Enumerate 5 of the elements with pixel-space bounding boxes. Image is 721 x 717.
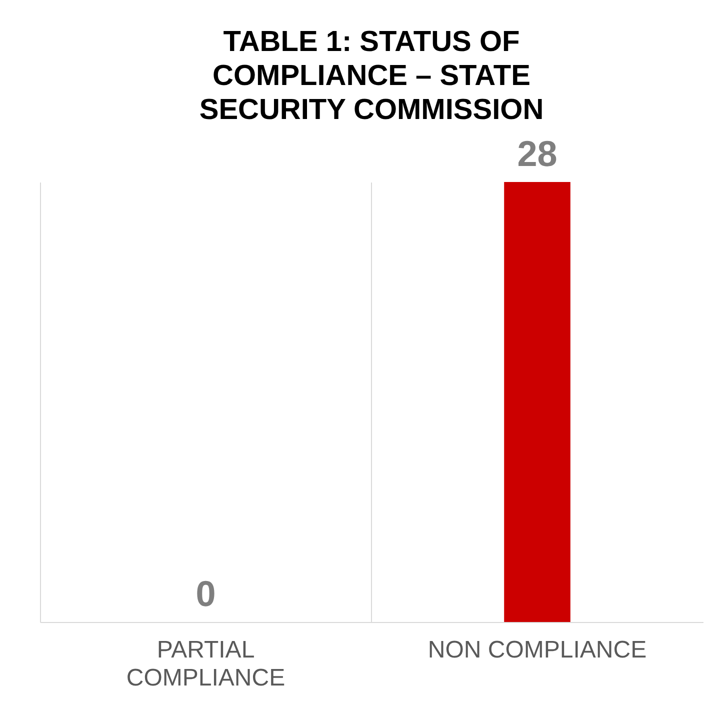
x-tick-label: PARTIAL COMPLIANCE	[126, 636, 286, 692]
chart-title: TABLE 1: STATUS OF COMPLIANCE – STATE SECURITY COMMISSION	[199, 26, 544, 126]
x-tick-label: NON COMPLIANCE	[428, 636, 647, 664]
data-label: 28	[517, 133, 558, 174]
data-label: 0	[196, 573, 216, 614]
